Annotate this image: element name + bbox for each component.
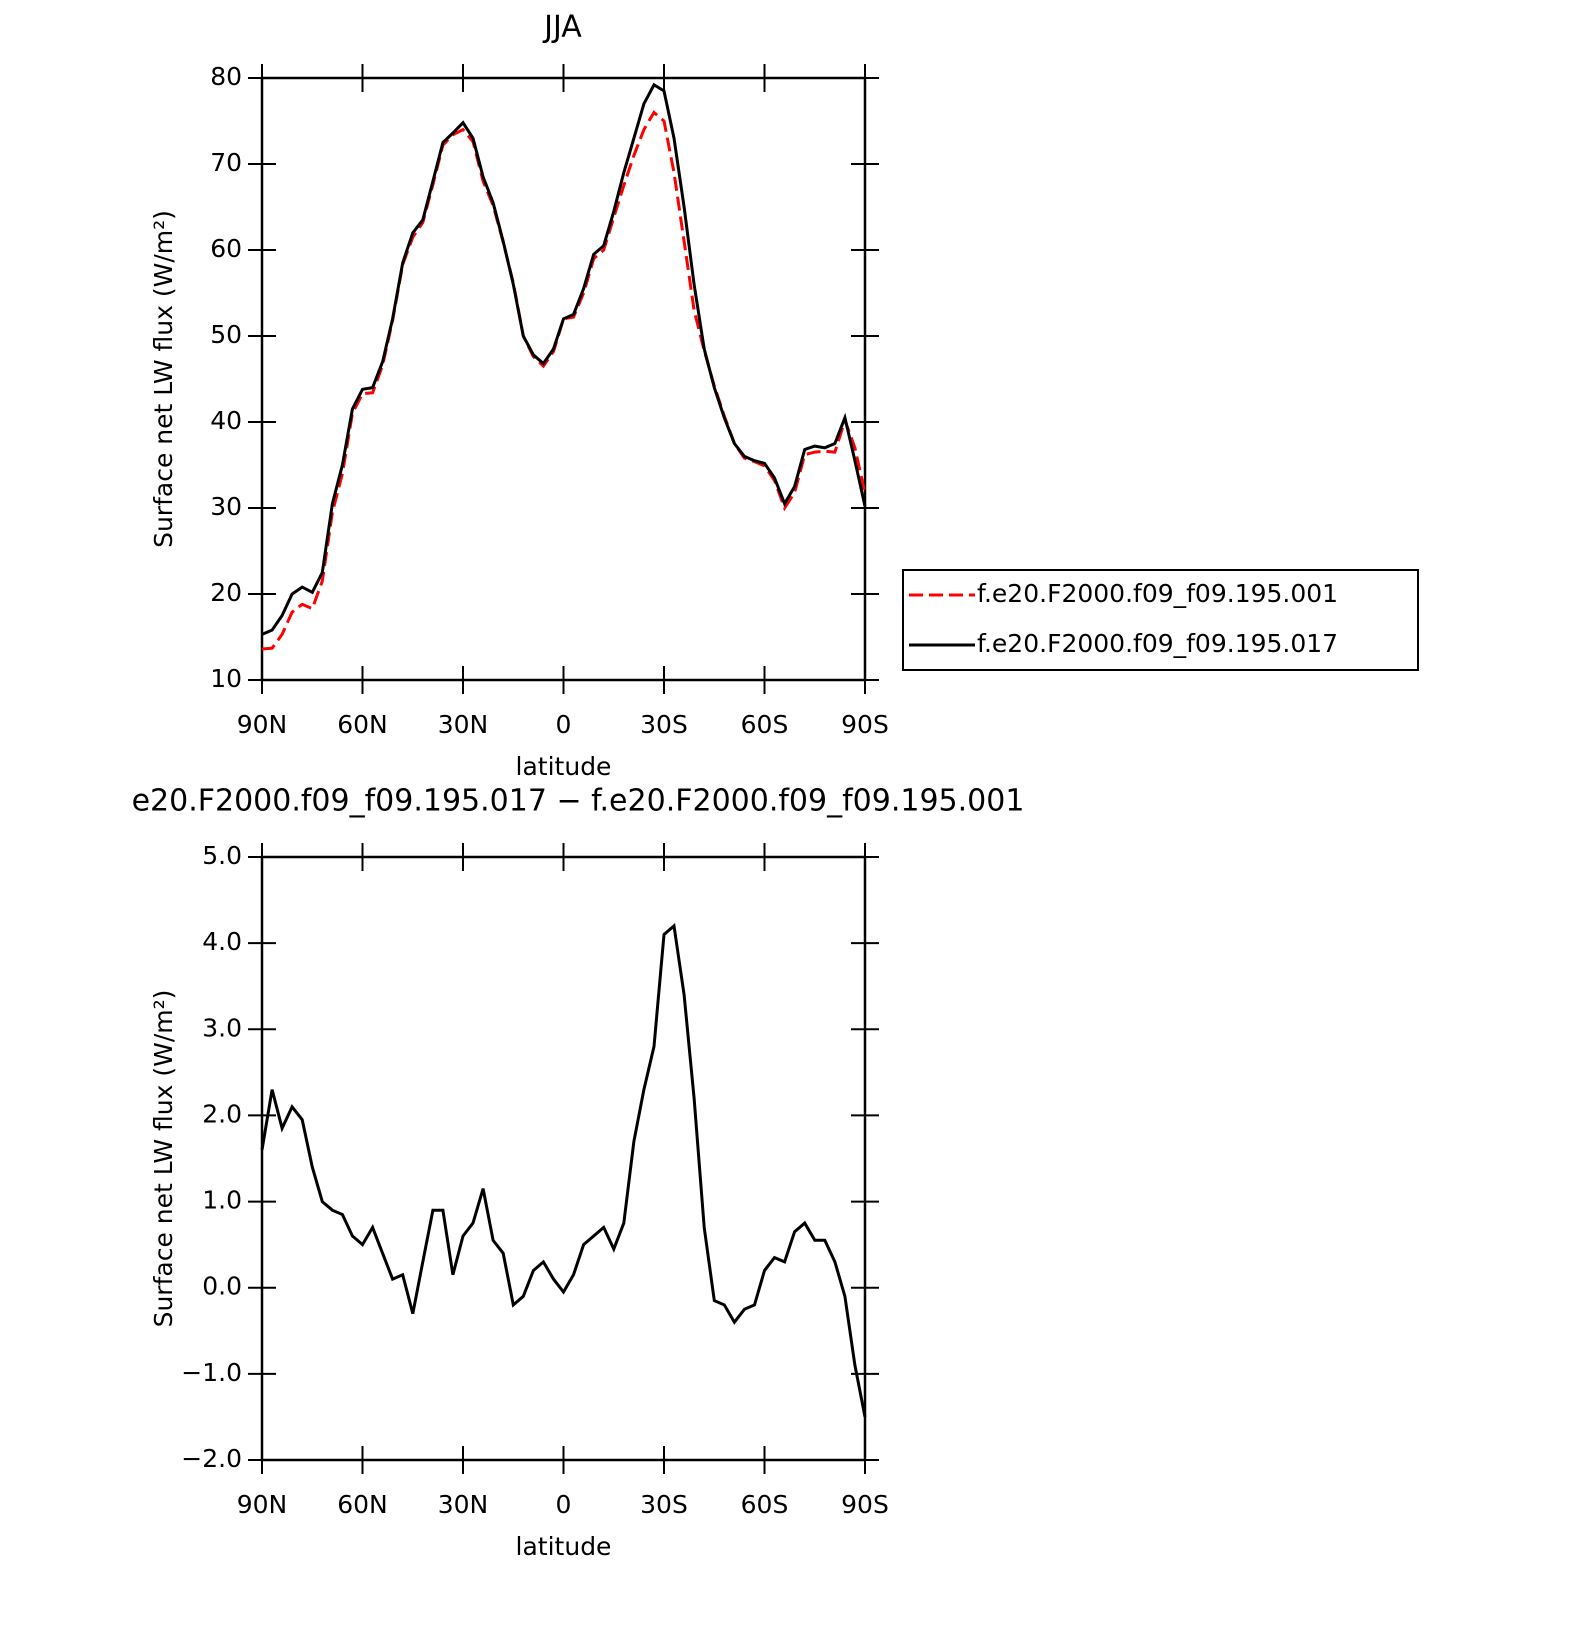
x-tick-label: 30S: [640, 710, 688, 739]
y-tick-label: 40: [210, 406, 242, 435]
x-tick-label: 90S: [841, 710, 889, 739]
y-tick-label: 5.0: [202, 841, 242, 870]
x-tick-label: 30N: [438, 1490, 489, 1519]
y-tick-label: 10: [210, 664, 242, 693]
chart-title: JJA: [542, 10, 582, 45]
series-line: [260, 922, 867, 1418]
legend-label: f.e20.F2000.f09_f09.195.001: [977, 579, 1338, 608]
y-tick-label: 4.0: [202, 927, 242, 956]
y-tick-label: −1.0: [181, 1358, 242, 1387]
x-axis-label: latitude: [516, 1532, 612, 1561]
x-tick-label: 60N: [337, 1490, 388, 1519]
y-tick-label: 0.0: [202, 1272, 242, 1301]
x-tick-label: 90N: [237, 710, 288, 739]
x-tick-label: 60N: [337, 710, 388, 739]
y-tick-label: 3.0: [202, 1013, 242, 1042]
x-tick-label: 90S: [841, 1490, 889, 1519]
y-tick-label: −2.0: [181, 1444, 242, 1473]
plot-frame: [260, 76, 867, 682]
x-tick-label: 0: [556, 1490, 572, 1519]
axes: [248, 843, 879, 1474]
y-axis-label: Surface net LW flux (W/m²): [149, 990, 178, 1328]
x-tick-label: 90N: [237, 1490, 288, 1519]
y-tick-label: 30: [210, 492, 242, 521]
series-line: [261, 110, 867, 651]
y-axis-label: Surface net LW flux (W/m²): [149, 210, 178, 548]
y-tick-label: 50: [210, 320, 242, 349]
y-tick-label: 20: [210, 578, 242, 607]
y-tick-label: 60: [210, 234, 242, 263]
axes: [248, 64, 879, 694]
x-axis-label: latitude: [516, 752, 612, 781]
y-tick-label: 2.0: [202, 1099, 242, 1128]
y-tick-label: 80: [210, 62, 242, 91]
chart-title: e20.F2000.f09_f09.195.017 − f.e20.F2000.…: [132, 784, 1025, 819]
x-tick-label: 30S: [640, 1490, 688, 1519]
y-tick-label: 1.0: [202, 1186, 242, 1215]
x-tick-label: 30N: [438, 710, 489, 739]
x-tick-label: 0: [556, 710, 572, 739]
plot-frame: [260, 855, 867, 1462]
x-tick-label: 60S: [741, 1490, 789, 1519]
legend-box: [902, 569, 1419, 671]
series-line: [261, 82, 867, 636]
y-tick-label: 70: [210, 148, 242, 177]
x-tick-label: 60S: [741, 710, 789, 739]
legend-label: f.e20.F2000.f09_f09.195.017: [977, 629, 1338, 658]
